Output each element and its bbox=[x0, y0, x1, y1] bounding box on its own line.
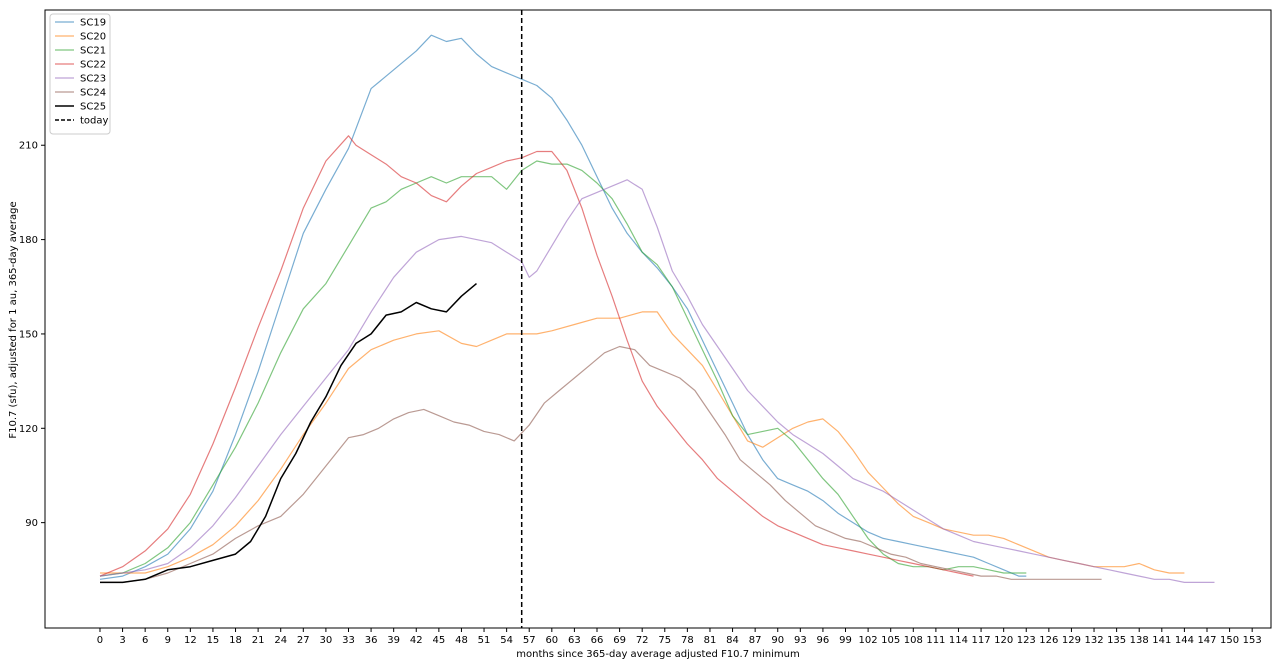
x-tick-label: 111 bbox=[926, 635, 945, 646]
series-layer bbox=[99, 34, 1215, 584]
x-axis: 0 3 6 9 12 15 18 21 24 27 30 33 36 39 42 45 48 51 54 57 60 63… bbox=[97, 628, 1262, 646]
x-tick-label: 54 bbox=[500, 635, 513, 646]
series-line-sc19 bbox=[99, 34, 1027, 580]
x-tick-label: 30 bbox=[320, 635, 333, 646]
x-tick-label: 57 bbox=[523, 635, 536, 646]
x-tick-label: 114 bbox=[949, 635, 968, 646]
x-tick-label: 51 bbox=[478, 635, 491, 646]
x-tick-label: 60 bbox=[545, 635, 558, 646]
x-axis-label: months since 365-day average adjusted F1… bbox=[516, 649, 799, 660]
legend-label-sc21: SC21 bbox=[80, 46, 106, 57]
x-tick-label: 9 bbox=[165, 635, 171, 646]
x-tick-label: 126 bbox=[1039, 635, 1058, 646]
x-tick-label: 129 bbox=[1062, 635, 1081, 646]
x-tick-label: 96 bbox=[817, 635, 830, 646]
x-tick-label: 87 bbox=[749, 635, 762, 646]
series-line-sc23 bbox=[99, 179, 1215, 584]
x-tick-label: 108 bbox=[904, 635, 923, 646]
legend-box bbox=[49, 13, 111, 135]
series-line-sc21 bbox=[99, 160, 1027, 577]
x-tick-label: 45 bbox=[432, 635, 445, 646]
legend-label-sc23: SC23 bbox=[80, 74, 106, 85]
legend-label-today: today bbox=[80, 116, 109, 127]
y-axis: 90 120 150 180 210 bbox=[19, 141, 45, 529]
x-tick-label: 78 bbox=[681, 635, 694, 646]
x-tick-label: 90 bbox=[771, 635, 784, 646]
x-tick-label: 102 bbox=[859, 635, 878, 646]
x-tick-label: 75 bbox=[658, 635, 671, 646]
series-line-sc22 bbox=[99, 135, 974, 577]
x-tick-label: 3 bbox=[119, 635, 125, 646]
x-tick-label: 93 bbox=[794, 635, 807, 646]
y-tick-label: 120 bbox=[19, 424, 38, 435]
x-tick-label: 63 bbox=[568, 635, 581, 646]
series-line-sc24 bbox=[100, 345, 1102, 584]
x-tick-label: 33 bbox=[342, 635, 355, 646]
legend-label-sc24: SC24 bbox=[80, 88, 106, 99]
legend-label-sc20: SC20 bbox=[80, 32, 106, 43]
x-tick-label: 18 bbox=[229, 635, 242, 646]
x-tick-label: 81 bbox=[704, 635, 717, 646]
legend: SC19 SC20 SC21 SC22 SC23 SC24 SC25 today bbox=[49, 13, 111, 135]
x-tick-label: 66 bbox=[591, 635, 604, 646]
legend-label-sc22: SC22 bbox=[80, 60, 106, 71]
x-tick-label: 132 bbox=[1084, 635, 1103, 646]
x-tick-label: 123 bbox=[1017, 635, 1036, 646]
x-tick-label: 120 bbox=[994, 635, 1013, 646]
x-tick-label: 153 bbox=[1243, 635, 1262, 646]
x-tick-label: 48 bbox=[455, 635, 468, 646]
x-tick-label: 105 bbox=[881, 635, 900, 646]
x-tick-label: 0 bbox=[97, 635, 103, 646]
x-tick-label: 141 bbox=[1152, 635, 1171, 646]
y-tick-label: 210 bbox=[19, 141, 38, 152]
y-tick-label: 180 bbox=[19, 235, 38, 246]
y-axis-label: F10.7 (sfu), adjusted for 1 au, 365-day … bbox=[8, 201, 19, 438]
x-tick-label: 21 bbox=[252, 635, 265, 646]
x-tick-label: 72 bbox=[636, 635, 649, 646]
x-tick-label: 117 bbox=[972, 635, 991, 646]
series-line-sc25 bbox=[100, 283, 477, 584]
x-tick-label: 135 bbox=[1107, 635, 1126, 646]
x-tick-label: 69 bbox=[613, 635, 626, 646]
legend-label-sc25: SC25 bbox=[80, 102, 106, 113]
plot-frame bbox=[44, 9, 1272, 629]
legend-label-sc19: SC19 bbox=[80, 18, 106, 29]
y-tick-label: 150 bbox=[19, 329, 38, 340]
x-tick-label: 39 bbox=[387, 635, 400, 646]
series-line-sc20 bbox=[100, 311, 1185, 574]
x-tick-label: 36 bbox=[365, 635, 378, 646]
x-tick-label: 27 bbox=[297, 635, 310, 646]
x-tick-label: 12 bbox=[184, 635, 197, 646]
x-tick-label: 42 bbox=[410, 635, 423, 646]
x-tick-label: 15 bbox=[207, 635, 220, 646]
x-tick-label: 150 bbox=[1220, 635, 1239, 646]
x-tick-label: 6 bbox=[142, 635, 148, 646]
x-tick-label: 144 bbox=[1175, 635, 1194, 646]
x-tick-label: 84 bbox=[726, 635, 739, 646]
x-tick-label: 99 bbox=[839, 635, 852, 646]
x-tick-label: 147 bbox=[1197, 635, 1216, 646]
x-tick-label: 24 bbox=[274, 635, 287, 646]
x-tick-label: 138 bbox=[1130, 635, 1149, 646]
y-tick-label: 90 bbox=[25, 518, 38, 529]
